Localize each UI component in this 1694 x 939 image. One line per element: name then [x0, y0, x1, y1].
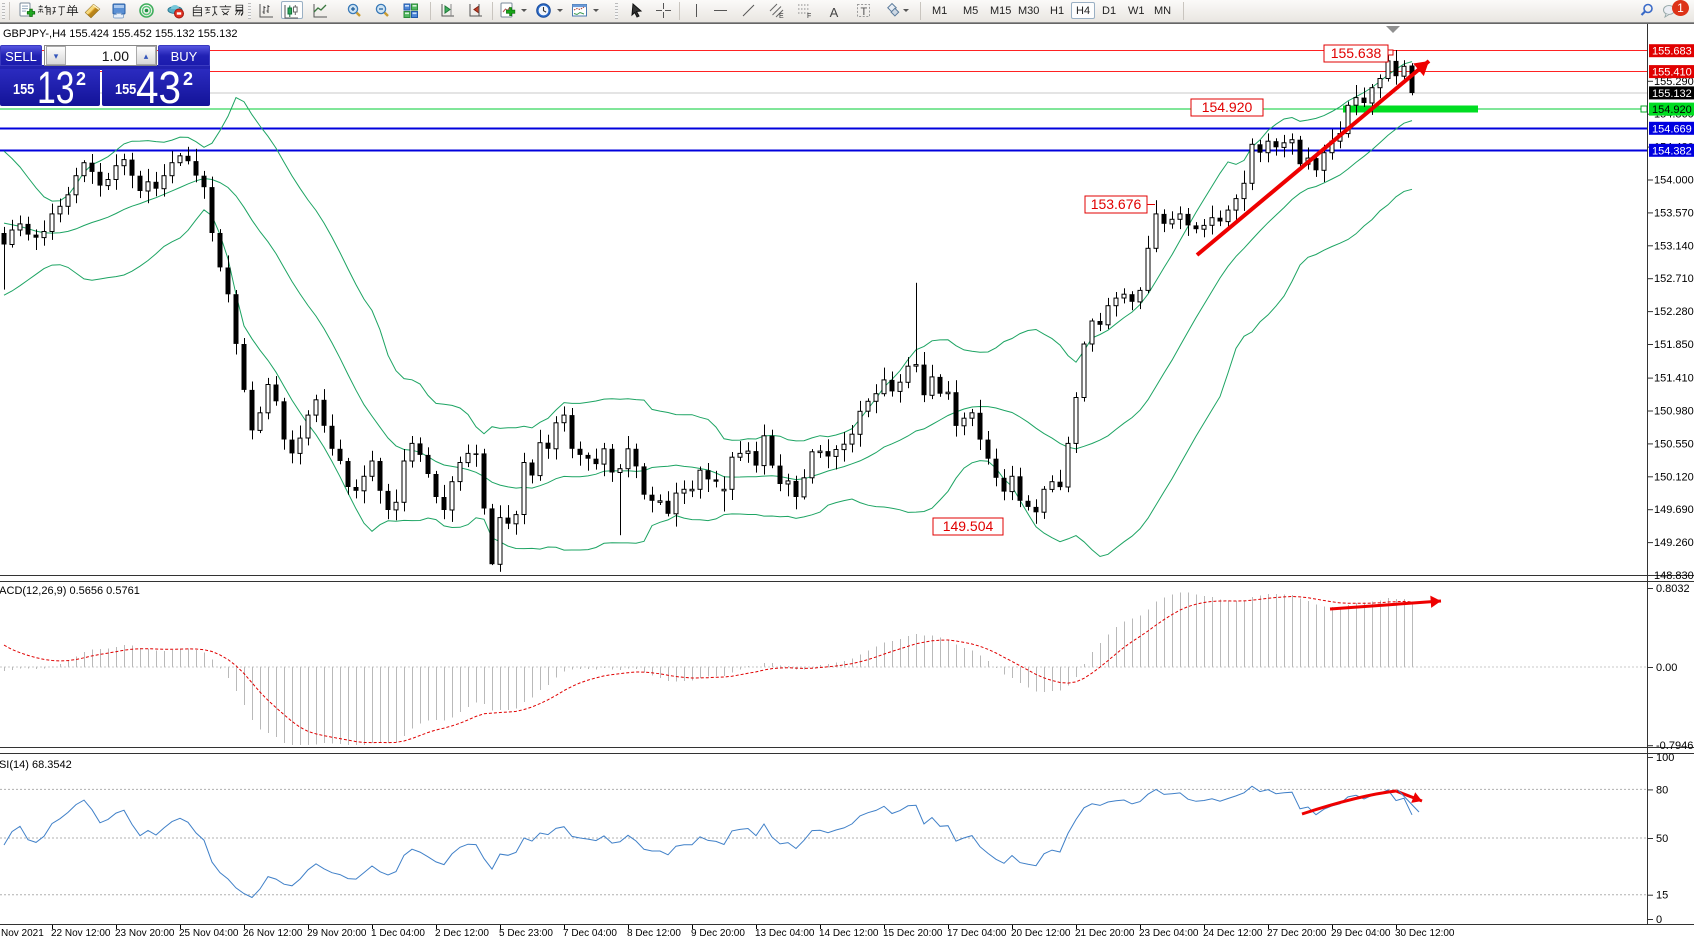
svg-text:15 Dec 20:00: 15 Dec 20:00 [883, 928, 943, 939]
svg-text:29 Dec 04:00: 29 Dec 04:00 [1331, 928, 1391, 939]
svg-text:155.290: 155.290 [1654, 76, 1694, 88]
svg-text:23 Nov 20:00: 23 Nov 20:00 [115, 928, 175, 939]
svg-text:0.00: 0.00 [1656, 662, 1677, 674]
svg-text:150.550: 150.550 [1654, 438, 1694, 450]
svg-text:153.140: 153.140 [1654, 240, 1694, 252]
svg-text:154.000: 154.000 [1654, 175, 1694, 187]
svg-text:50: 50 [1656, 833, 1668, 845]
svg-text:E: E [779, 13, 784, 20]
svg-text:GBPJPY-,H4 155.424 155.452 15: GBPJPY-,H4 155.424 155.452 155.132 155.1… [3, 28, 237, 40]
svg-text:MACD(12,26,9) 0.5656 0.5761: MACD(12,26,9) 0.5656 0.5761 [0, 585, 140, 597]
svg-text:17 Dec 04:00: 17 Dec 04:00 [947, 928, 1007, 939]
svg-text:7 Dec 04:00: 7 Dec 04:00 [563, 928, 617, 939]
svg-text:148.830: 148.830 [1654, 570, 1694, 582]
svg-text:RSI(14) 68.3542: RSI(14) 68.3542 [0, 759, 72, 771]
svg-text:149.504: 149.504 [943, 518, 994, 534]
svg-text:26 Nov 12:00: 26 Nov 12:00 [243, 928, 303, 939]
svg-text:149.260: 149.260 [1654, 537, 1694, 549]
svg-text:23 Dec 04:00: 23 Dec 04:00 [1139, 928, 1199, 939]
svg-text:0: 0 [1656, 914, 1662, 926]
svg-text:0.8032: 0.8032 [1656, 583, 1690, 595]
svg-text:30 Dec 12:00: 30 Dec 12:00 [1395, 928, 1455, 939]
svg-text:151.410: 151.410 [1654, 373, 1694, 385]
svg-text:5 Dec 23:00: 5 Dec 23:00 [499, 928, 553, 939]
svg-text:100: 100 [1656, 752, 1674, 764]
svg-text:22 Nov 12:00: 22 Nov 12:00 [51, 928, 111, 939]
svg-text:15: 15 [1656, 890, 1668, 902]
svg-text:150.980: 150.980 [1654, 406, 1694, 418]
svg-text:14 Dec 12:00: 14 Dec 12:00 [819, 928, 879, 939]
svg-text:154.669: 154.669 [1652, 123, 1692, 135]
svg-text:20 Dec 12:00: 20 Dec 12:00 [1011, 928, 1071, 939]
svg-text:152.710: 152.710 [1654, 273, 1694, 285]
svg-text:154.382: 154.382 [1652, 145, 1692, 157]
svg-text:150.120: 150.120 [1654, 471, 1694, 483]
svg-text:1 Dec 04:00: 1 Dec 04:00 [371, 928, 425, 939]
svg-text:155.132: 155.132 [1652, 88, 1692, 100]
svg-text:9 Dec 20:00: 9 Dec 20:00 [691, 928, 745, 939]
svg-text:154.920: 154.920 [1652, 104, 1692, 116]
svg-text:8 Dec 12:00: 8 Dec 12:00 [627, 928, 681, 939]
svg-text:152.280: 152.280 [1654, 306, 1694, 318]
svg-text:153.570: 153.570 [1654, 207, 1694, 219]
svg-text:155.683: 155.683 [1652, 46, 1692, 58]
svg-text:155.638: 155.638 [1331, 45, 1382, 61]
svg-text:154.920: 154.920 [1202, 99, 1253, 115]
svg-text:T: T [861, 6, 868, 18]
svg-text:29 Nov 20:00: 29 Nov 20:00 [307, 928, 367, 939]
svg-text:21 Dec 20:00: 21 Dec 20:00 [1075, 928, 1135, 939]
svg-text:155.410: 155.410 [1652, 67, 1692, 79]
svg-text:13 Dec 04:00: 13 Dec 04:00 [755, 928, 815, 939]
svg-text:153.676: 153.676 [1091, 196, 1142, 212]
svg-text:-0.7946: -0.7946 [1656, 740, 1693, 752]
svg-text:24 Dec 12:00: 24 Dec 12:00 [1203, 928, 1263, 939]
svg-text:2 Dec 12:00: 2 Dec 12:00 [435, 928, 489, 939]
svg-text:Nov 2021: Nov 2021 [1, 928, 44, 939]
svg-text:27 Dec 20:00: 27 Dec 20:00 [1267, 928, 1327, 939]
svg-text:149.690: 149.690 [1654, 504, 1694, 516]
svg-text:F: F [807, 13, 811, 20]
svg-text:151.850: 151.850 [1654, 339, 1694, 351]
svg-text:25 Nov 04:00: 25 Nov 04:00 [179, 928, 239, 939]
svg-text:80: 80 [1656, 784, 1668, 796]
